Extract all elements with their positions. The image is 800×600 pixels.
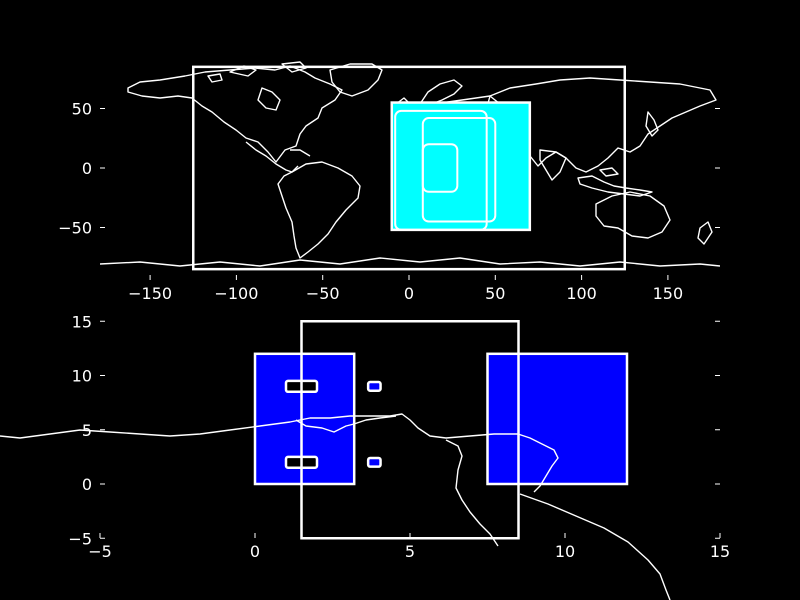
- zoom-map-panel: −5 0 5 10 15 15 10 5 0 −5: [0, 312, 730, 600]
- coastline-japan: [645, 111, 659, 137]
- world-map-frame: [192, 65, 626, 271]
- zoom-blue-marker-upper-shape: [366, 380, 382, 392]
- world-y-tick-label: −50: [58, 219, 92, 238]
- zoom-y-tick-label: 10: [72, 367, 92, 386]
- world-outline-1-shape: [394, 109, 488, 231]
- coastline-australia: [595, 191, 671, 239]
- zoom-y-tick-label: 5: [82, 421, 92, 440]
- zoom-x-tick-label: 5: [405, 542, 415, 561]
- world-cyan-patch-shape: [390, 101, 532, 232]
- world-x-tick-label: −50: [306, 284, 340, 303]
- world-x-tick-label: 150: [653, 284, 684, 303]
- world-x-tick-label: 0: [404, 284, 414, 303]
- zoom-y-axis: 15 10 5 0 −5: [68, 312, 720, 548]
- coastline-south-coast: [519, 493, 671, 600]
- zoom-y-tick-label: 0: [82, 475, 92, 494]
- zoom-x-axis: −5 0 5 10 15: [88, 533, 730, 561]
- zoom-blue-rect-right-shape: [486, 352, 629, 486]
- zoom-blue-marker-lower-shape: [366, 456, 382, 468]
- world-y-tick-label: 0: [82, 159, 92, 178]
- world-inner-box-shape: [421, 143, 459, 193]
- world-y-axis: 50 0 −50: [58, 100, 720, 238]
- coastline-new-zealand: [697, 221, 713, 245]
- coastline-north-america: [127, 65, 343, 163]
- world-map-panel: −150 −100 −50 0 50 100 150 50 0 −50: [58, 61, 720, 303]
- coastline-india: [539, 149, 567, 181]
- zoom-x-tick-label: −5: [88, 542, 112, 561]
- coastline-greenland: [329, 63, 383, 97]
- world-x-axis: −150 −100 −50 0 50 100 150: [128, 275, 683, 303]
- coastline-antarctica: [100, 257, 720, 267]
- zoom-x-tick-label: 0: [250, 542, 260, 561]
- coastline-west-africa: [0, 413, 559, 493]
- world-x-tick-label: 100: [566, 284, 597, 303]
- coastline-gulf-inlet: [295, 415, 397, 433]
- zoom-coastlines: [0, 413, 671, 600]
- world-x-tick-label: 50: [485, 284, 505, 303]
- coastline-river: [445, 439, 499, 547]
- zoom-overlay-shapes: [253, 352, 629, 486]
- world-y-tick-label: 50: [72, 100, 92, 119]
- world-overlay-shapes: [390, 101, 532, 232]
- zoom-x-tick-label: 15: [710, 542, 730, 561]
- zoom-y-tick-label: −5: [68, 529, 92, 548]
- coastline-arctic-islands: [207, 61, 307, 83]
- world-x-tick-label: −150: [128, 284, 172, 303]
- world-x-tick-label: −100: [214, 284, 258, 303]
- coastline-indonesia: [577, 167, 653, 197]
- zoom-map-frame: [300, 320, 520, 540]
- coastline-south-america: [277, 161, 361, 259]
- coastline-hudson: [257, 87, 281, 111]
- zoom-y-tick-label: 15: [72, 312, 92, 331]
- zoom-x-tick-label: 10: [555, 542, 575, 561]
